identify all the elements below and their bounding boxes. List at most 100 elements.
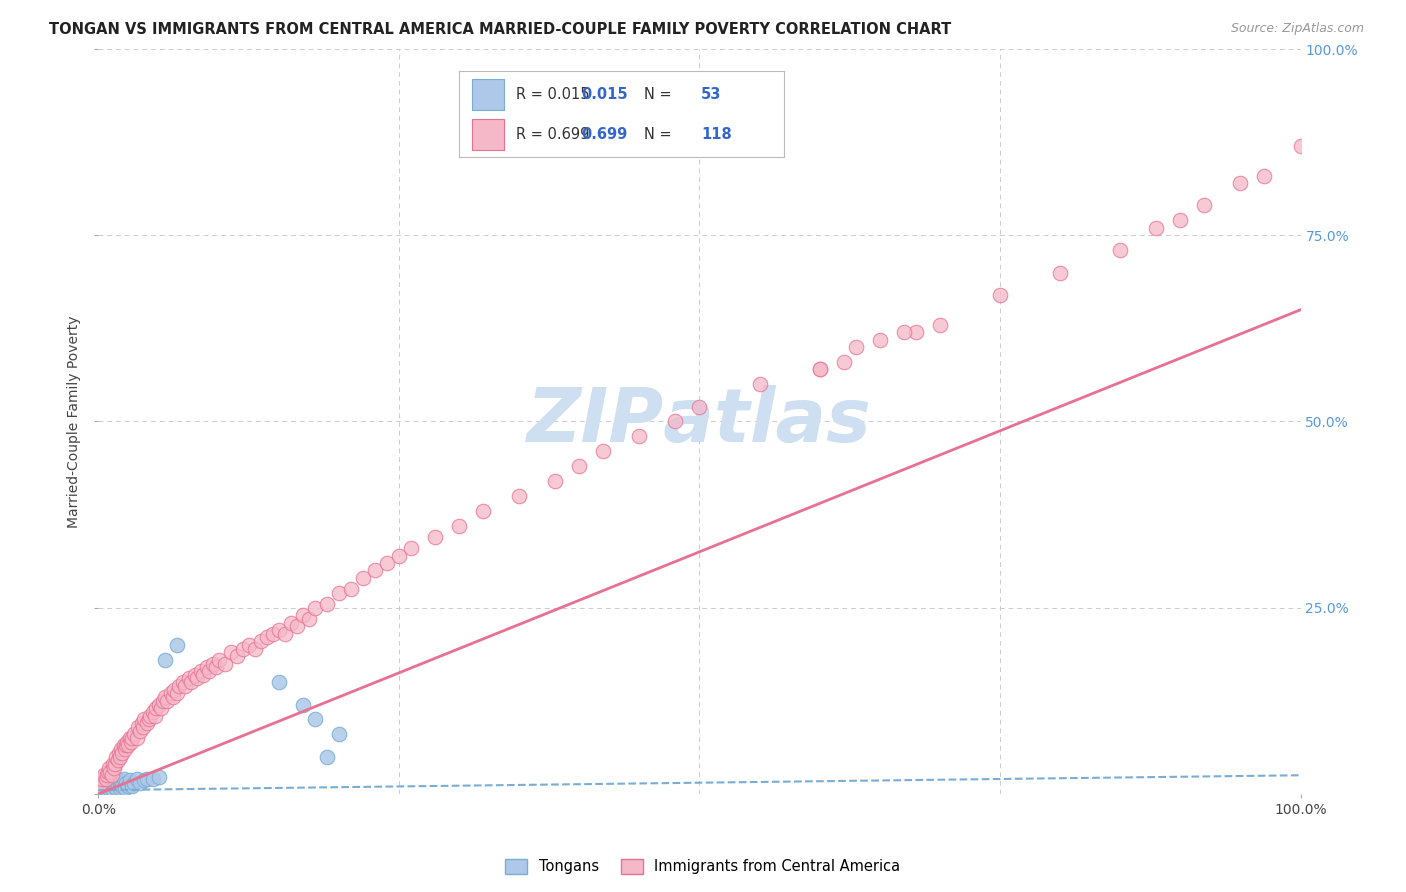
Point — [117, 780, 139, 794]
Point — [97, 764, 120, 779]
Text: 53: 53 — [700, 87, 721, 102]
Point — [298, 612, 321, 626]
Point — [304, 712, 326, 726]
Point — [115, 775, 138, 789]
Point — [291, 698, 314, 712]
Point — [689, 400, 711, 414]
Point — [117, 739, 139, 753]
Point — [94, 772, 117, 786]
Point — [124, 775, 146, 789]
Point — [101, 783, 124, 797]
Point — [110, 742, 132, 756]
Point — [153, 653, 176, 667]
Point — [96, 780, 118, 795]
Point — [143, 708, 166, 723]
Point — [125, 731, 148, 745]
Point — [93, 775, 115, 789]
Point — [100, 783, 122, 797]
Point — [90, 787, 112, 801]
Point — [112, 772, 135, 786]
Point — [328, 586, 350, 600]
Point — [748, 377, 770, 392]
Point — [98, 775, 121, 789]
Point — [98, 780, 121, 795]
Point — [129, 775, 152, 789]
Point — [166, 638, 188, 652]
Point — [148, 698, 170, 712]
Point — [118, 773, 141, 788]
Point — [186, 672, 208, 686]
Point — [96, 787, 118, 801]
Point — [928, 318, 950, 332]
Point — [149, 701, 172, 715]
Point — [568, 459, 591, 474]
Point — [249, 634, 271, 648]
Point — [364, 564, 387, 578]
Text: ZIP​atlas: ZIP​atlas — [527, 385, 872, 458]
Point — [135, 772, 157, 786]
Point — [96, 768, 118, 782]
Point — [100, 764, 122, 779]
Point — [198, 664, 221, 678]
Point — [340, 582, 363, 596]
Point — [156, 694, 179, 708]
Point — [91, 780, 114, 795]
Point — [118, 731, 141, 745]
Point — [174, 679, 197, 693]
Point — [111, 780, 134, 794]
Text: R = 0.699: R = 0.699 — [516, 128, 589, 143]
Point — [315, 749, 337, 764]
Point — [91, 772, 114, 786]
Point — [159, 686, 181, 700]
Point — [108, 746, 131, 760]
Text: N =: N = — [644, 128, 672, 143]
Point — [141, 705, 163, 719]
Point — [145, 701, 167, 715]
Point — [91, 787, 114, 801]
Legend: Tongans, Immigrants from Central America: Tongans, Immigrants from Central America — [499, 853, 907, 880]
Point — [388, 549, 411, 563]
Point — [243, 641, 266, 656]
Point — [808, 362, 831, 376]
Point — [93, 783, 115, 797]
Point — [1253, 169, 1275, 183]
Point — [153, 690, 176, 704]
Point — [225, 649, 247, 664]
Point — [399, 541, 422, 555]
Point — [315, 597, 337, 611]
Point — [447, 518, 470, 533]
Point — [100, 773, 122, 788]
Point — [152, 694, 174, 708]
Point — [808, 362, 831, 376]
Point — [328, 727, 350, 741]
Text: R = 0.015: R = 0.015 — [516, 87, 589, 102]
Point — [132, 720, 155, 734]
Point — [101, 772, 124, 786]
Point — [114, 742, 136, 756]
Point — [664, 414, 686, 429]
Point — [108, 780, 131, 795]
Point — [177, 672, 200, 686]
Point — [94, 783, 117, 797]
Point — [87, 787, 110, 801]
Point — [1194, 198, 1216, 212]
Point — [94, 780, 117, 794]
Point — [98, 761, 121, 775]
Point — [87, 780, 110, 794]
Point — [97, 778, 120, 792]
Point — [97, 784, 120, 798]
Point — [125, 772, 148, 786]
Point — [107, 753, 129, 767]
Point — [141, 772, 163, 786]
Point — [183, 667, 205, 681]
Point — [127, 720, 149, 734]
Point — [103, 780, 125, 794]
Point — [375, 556, 398, 570]
Point — [129, 723, 152, 738]
Point — [93, 768, 115, 782]
Point — [195, 660, 218, 674]
Point — [845, 340, 868, 354]
Point — [148, 771, 170, 785]
Point — [423, 530, 446, 544]
Point — [87, 783, 110, 797]
